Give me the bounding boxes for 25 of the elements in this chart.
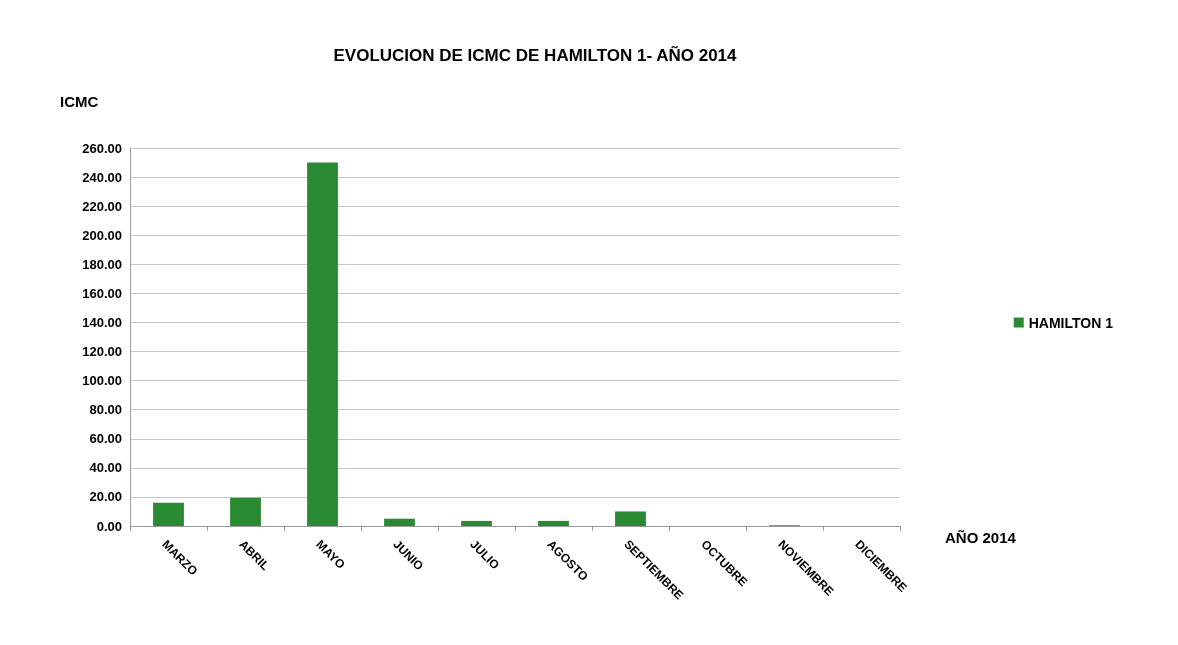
chart-title: EVOLUCION DE ICMC DE HAMILTON 1- AÑO 2014: [333, 45, 738, 65]
y-tick-label: 240.00: [82, 169, 122, 185]
y-tick-label: 140.00: [82, 314, 122, 330]
y-tick-label: 80.00: [89, 402, 122, 418]
bar: [384, 518, 415, 526]
bar: [307, 162, 338, 526]
bar: [153, 502, 184, 526]
y-tick-label: 160.00: [82, 285, 122, 301]
y-tick-label: 100.00: [82, 373, 122, 389]
bar: [461, 520, 492, 526]
y-tick-label: 200.00: [82, 227, 122, 243]
bar: [538, 520, 569, 526]
bar: [230, 497, 261, 526]
y-tick-label: 60.00: [89, 431, 122, 447]
y-tick-label: 220.00: [82, 198, 122, 214]
legend-label: HAMILTON 1: [1028, 314, 1114, 331]
x-axis-title: AÑO 2014: [945, 529, 1017, 546]
y-tick-label: 260.00: [82, 140, 122, 156]
y-axis-title: ICMC: [60, 93, 99, 110]
y-tick-label: 120.00: [82, 344, 122, 360]
y-tick-label: 180.00: [82, 256, 122, 272]
bar: [615, 511, 646, 526]
y-tick-label: 0.00: [96, 518, 122, 534]
y-tick-label: 20.00: [89, 489, 122, 505]
y-tick-label: 40.00: [89, 460, 122, 476]
